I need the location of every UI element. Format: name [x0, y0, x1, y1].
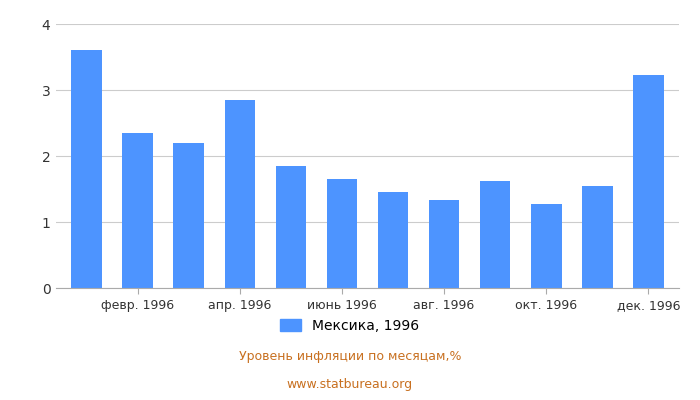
Text: Уровень инфляции по месяцам,%: Уровень инфляции по месяцам,%: [239, 350, 461, 363]
Bar: [71, 50, 102, 288]
Bar: [122, 133, 153, 288]
Bar: [174, 143, 204, 288]
Bar: [378, 192, 408, 288]
Bar: [327, 179, 357, 288]
Bar: [633, 76, 664, 288]
Legend: Мексика, 1996: Мексика, 1996: [281, 319, 419, 333]
Bar: [276, 166, 306, 288]
Bar: [480, 181, 510, 288]
Bar: [429, 200, 459, 288]
Bar: [582, 186, 612, 288]
Bar: [225, 100, 256, 288]
Text: www.statbureau.org: www.statbureau.org: [287, 378, 413, 391]
Bar: [531, 204, 561, 288]
